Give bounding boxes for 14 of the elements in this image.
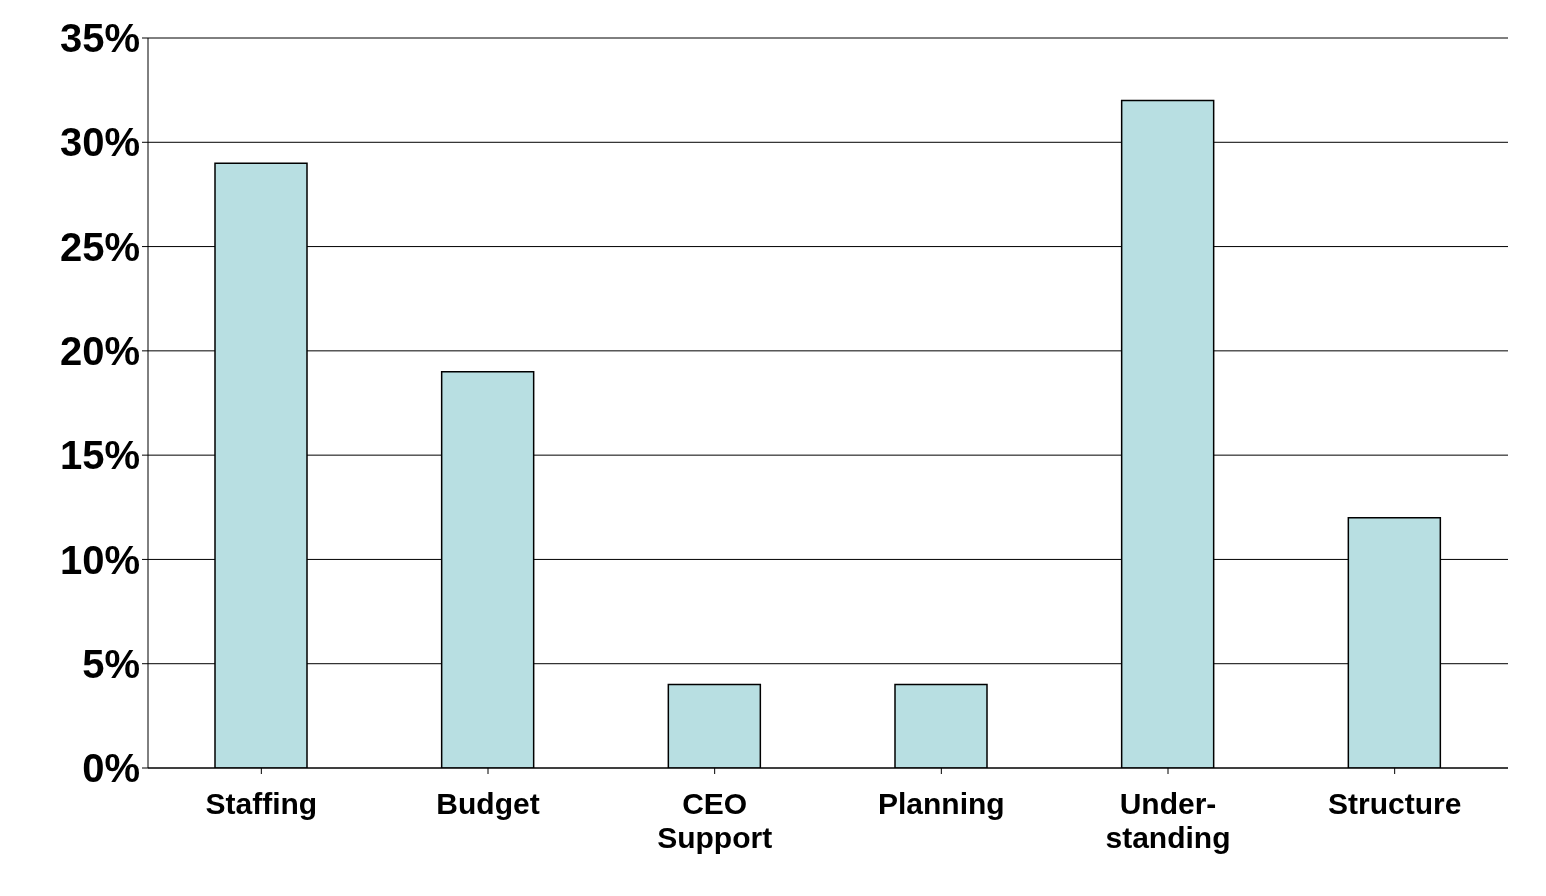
y-tick-label: 20% bbox=[59, 329, 140, 374]
x-tick-label: Staffing bbox=[205, 787, 318, 820]
y-tick-label: 35% bbox=[59, 16, 140, 61]
y-tick-label: 0% bbox=[82, 746, 140, 791]
x-tick-label: Under-standing bbox=[1105, 787, 1231, 854]
y-tick-label: 5% bbox=[82, 641, 140, 686]
y-tick-label: 25% bbox=[59, 224, 140, 269]
x-tick-label: CEO Support bbox=[657, 787, 773, 854]
y-tick-label: 15% bbox=[59, 433, 140, 478]
x-tick-label: Planning bbox=[878, 787, 1005, 820]
y-tick-label: 10% bbox=[59, 537, 140, 582]
x-tick-label: Structure bbox=[1327, 787, 1462, 820]
x-tick-label: Budget bbox=[436, 787, 540, 820]
y-tick-label: 30% bbox=[59, 120, 140, 165]
